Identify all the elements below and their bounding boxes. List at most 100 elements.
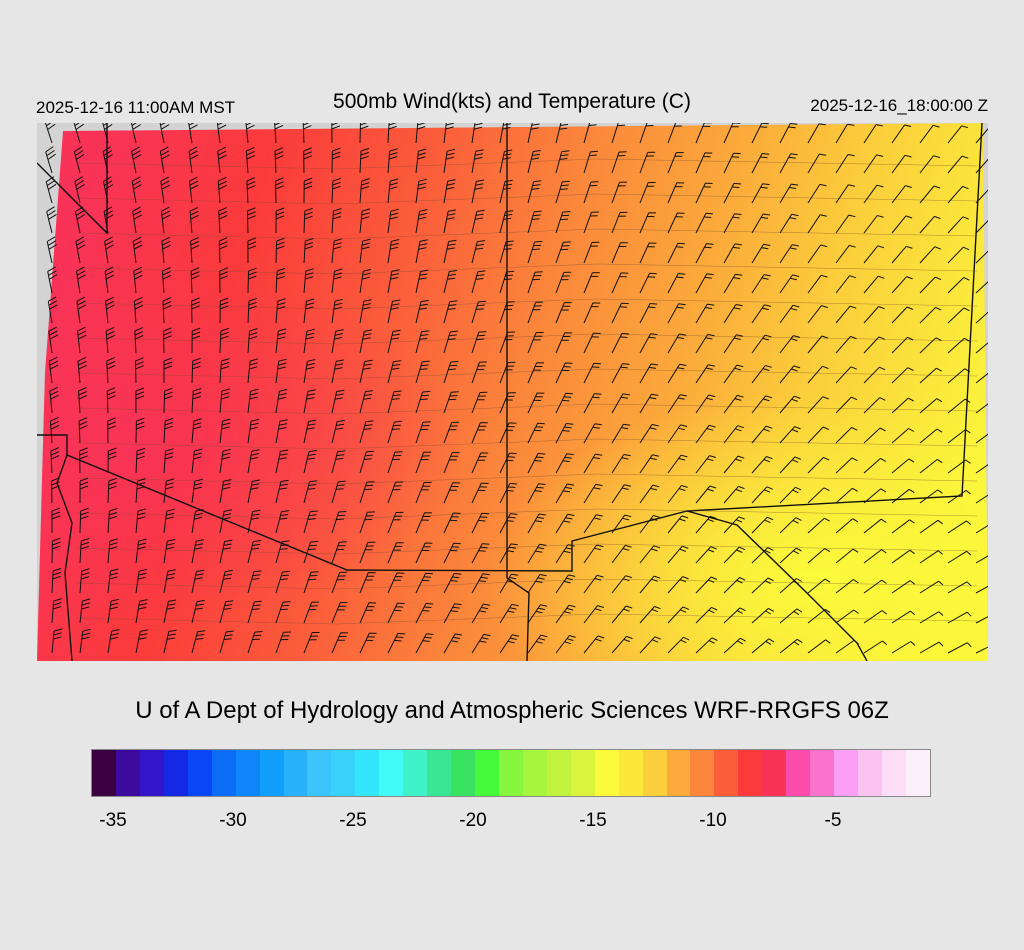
wind-barb [723,273,743,294]
wind-barb [863,610,888,624]
wind-barb [835,396,858,414]
wind-barb [106,387,116,414]
wind-barb [163,569,176,594]
wind-barb [51,567,62,594]
wind-barb [275,177,284,204]
wind-barb [611,575,633,594]
wind-barb [835,244,856,264]
wind-barb [639,484,660,504]
wind-barb [191,509,204,534]
wind-barb [131,146,142,174]
wind-barb [779,153,798,174]
wind-barb [161,236,171,264]
wind-barb [359,450,375,474]
wind-barb [975,250,988,264]
wind-barb [471,123,483,144]
colorbar-swatch [139,750,164,796]
wind-barb [611,151,627,174]
wind-barb [975,464,988,474]
wind-barb [667,576,689,594]
wind-barb [527,574,547,594]
colorbar-swatch [379,750,404,796]
wind-barb [415,239,428,264]
wind-barb [639,182,656,204]
wind-barb [639,363,659,384]
wind-barb [807,123,826,144]
wind-barb [723,577,746,594]
wind-barb [863,549,887,564]
county-line [76,228,978,240]
wind-barb [102,146,113,174]
wind-barb [415,572,433,594]
wind-barb [45,176,57,204]
wind-barb [947,368,971,384]
wind-barb [975,433,988,444]
wind-barb [163,357,173,383]
wind-barb [219,418,231,444]
wind-barb [499,392,516,414]
wind-barb [219,327,230,354]
wind-barb [919,337,942,354]
wind-barb [947,550,972,564]
temperature-colorbar [91,749,931,797]
wind-barb [247,600,262,624]
wind-barb [779,547,802,564]
wind-barb [79,568,90,594]
wind-barb [303,207,313,234]
wind-barb [695,515,717,534]
wind-barb [45,146,56,174]
colorbar-tick-label: -30 [219,810,247,831]
state-line [506,123,530,661]
wind-barb [807,274,828,294]
colorbar-swatch [259,750,284,796]
wind-barb [331,359,344,384]
wind-barb [583,605,604,624]
wind-barb [863,184,884,204]
wind-barb [443,330,458,354]
wind-barb [107,568,119,594]
wind-barb [331,389,345,414]
wind-barb [527,392,545,414]
wind-barb [527,452,546,474]
wind-barb [107,447,117,474]
wind-barb [331,511,347,534]
wind-barb [387,602,405,624]
wind-barb [751,183,770,204]
wind-barb [947,337,970,354]
wind-barb [919,641,944,654]
wind-barb [471,603,491,624]
wind-barb [499,270,515,294]
colorbar-swatch [810,750,835,796]
wind-barb [359,329,373,354]
colorbar-swatch [690,750,715,796]
wind-barb [527,483,546,504]
wind-barb [76,296,87,324]
wind-barb [779,365,801,384]
wind-barb [331,602,348,624]
wind-barb [219,448,232,474]
wind-barb [527,543,547,564]
wind-barb [331,123,341,144]
wind-barb [779,456,802,474]
wind-barb [443,452,460,474]
wind-barb [247,540,262,564]
wind-barb [359,299,372,324]
wind-barb [891,549,915,564]
wind-barb [779,274,800,294]
wind-barb [359,238,371,264]
colorbar-swatch [355,750,380,796]
county-line [76,333,978,345]
wind-barb [919,276,942,294]
wind-barb [891,185,912,204]
wind-barb [359,390,374,414]
wind-barb [527,210,542,234]
wind-barb [975,646,988,654]
wind-barb [303,359,316,384]
wind-barb [131,176,142,204]
wind-barb [359,147,370,174]
wind-barb [667,303,686,324]
wind-barb [863,154,884,174]
colorbar-tick-label: -25 [339,810,367,831]
wind-barb [359,602,377,624]
colorbar-swatch [642,750,667,796]
